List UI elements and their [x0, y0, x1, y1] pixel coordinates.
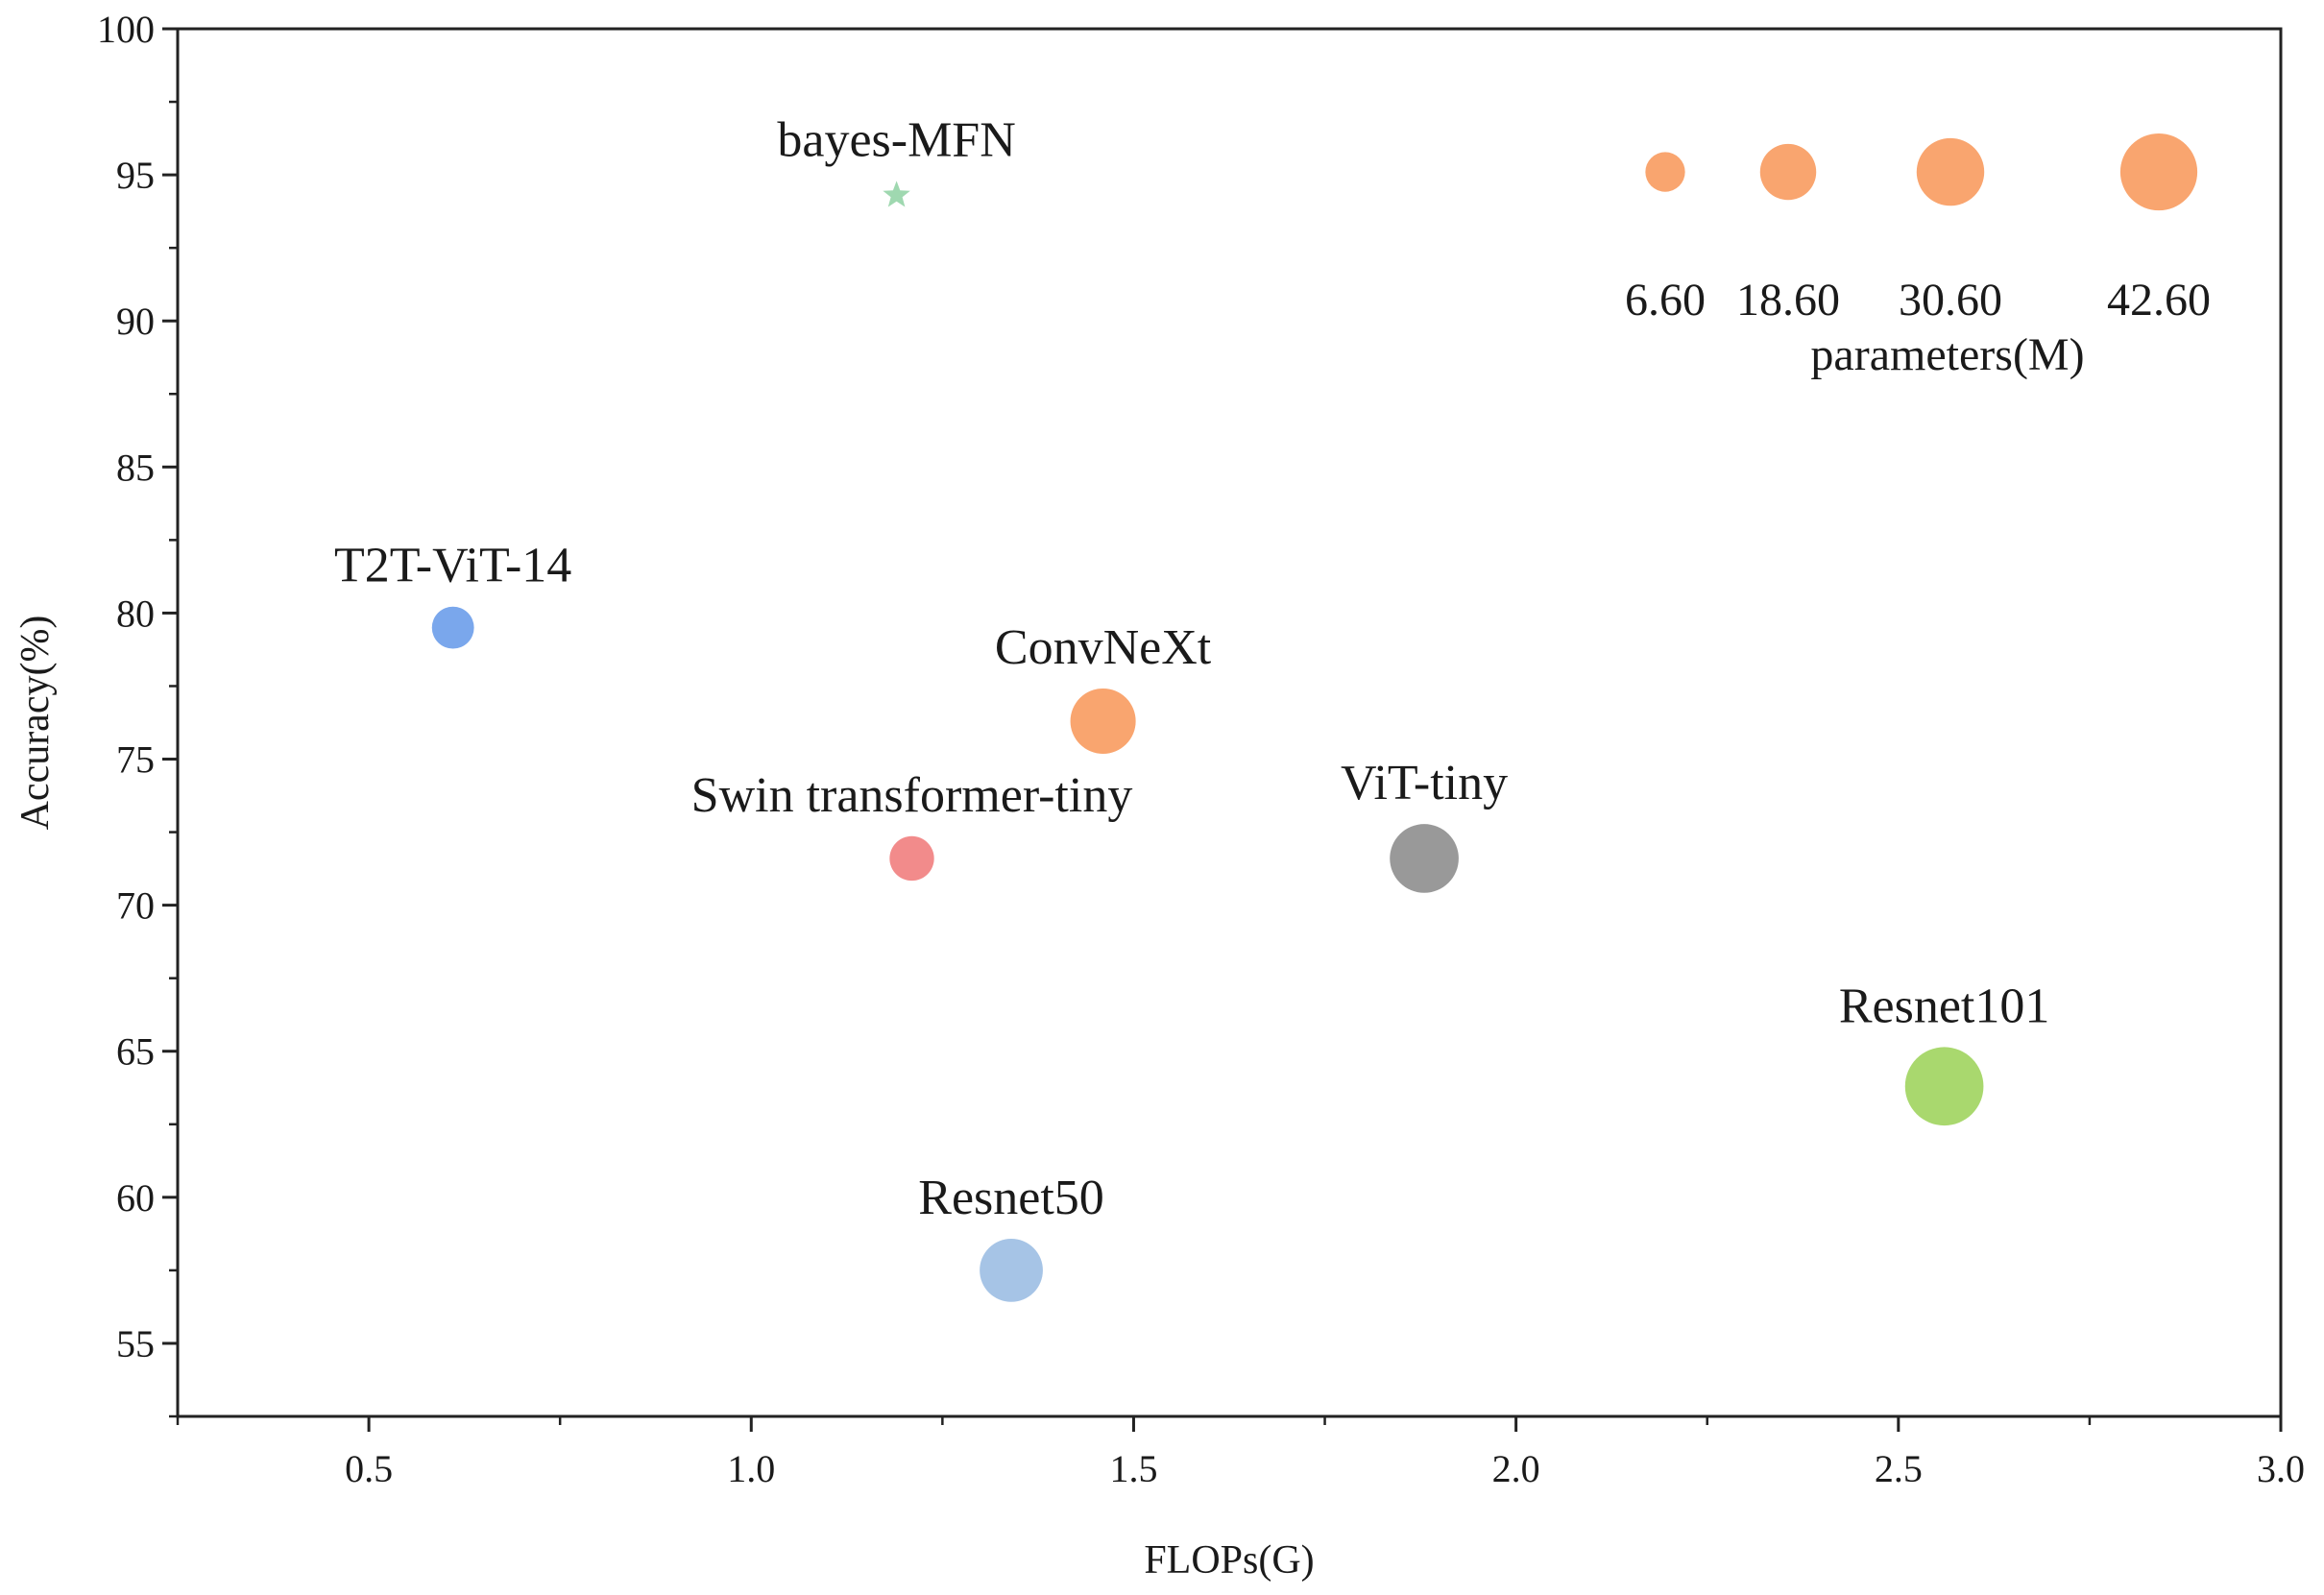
point-3-label: Swin transformer-tiny: [691, 768, 1133, 823]
legend-label-0: 6.60: [1625, 275, 1706, 326]
y-tick-label: 70: [116, 884, 155, 928]
axes: 0.5 1.0 1.5 2.0 2.5 3.0 55 60 65 70 75 80 85 90 95 100 F…: [13, 8, 2305, 1583]
y-tick-label: 65: [116, 1030, 155, 1074]
x-tick-label: 1.0: [727, 1447, 775, 1490]
legend-bubble-2: [1916, 137, 1985, 206]
x-tick-label: 2.5: [1875, 1447, 1923, 1490]
point-4-label: ViT-tiny: [1341, 756, 1508, 810]
point-4-bubble: [1390, 824, 1459, 893]
point-1-label: T2T-ViT-14: [334, 539, 571, 593]
y-axis-title: Accuracy(%): [13, 616, 58, 831]
point-5-bubble: [1904, 1047, 1984, 1126]
legend-title: parameters(M): [1810, 329, 2084, 380]
y-tick-label: 60: [116, 1176, 155, 1220]
y-tick-label: 100: [97, 8, 155, 51]
legend-label-2: 30.60: [1899, 275, 2002, 326]
y-tick-label: 80: [116, 592, 155, 635]
point-2-bubble: [1070, 688, 1136, 755]
point-1-bubble: [431, 606, 474, 649]
point-5-label: Resnet101: [1839, 979, 2050, 1033]
point-0-label: bayes-MFN: [777, 112, 1015, 167]
point-2-label: ConvNeXt: [995, 620, 1212, 675]
x-tick-label: 0.5: [345, 1447, 393, 1490]
point-6-bubble: [980, 1239, 1043, 1302]
point-3-bubble: [889, 835, 934, 882]
x-tick-label: 3.0: [2257, 1447, 2305, 1490]
point-0-star-marker: [883, 181, 910, 207]
legend-bubble-1: [1759, 143, 1817, 201]
point-labels: bayes-MFN T2T-ViT-14 ConvNeXt Swin transfor…: [334, 112, 2049, 1225]
size-legend: 6.60 18.60 30.60 42.60 parameters(M): [1625, 133, 2211, 380]
y-tick-label: 95: [116, 154, 155, 197]
data-points: [431, 181, 1984, 1302]
legend-bubble-0: [1645, 152, 1685, 192]
x-axis-title: FLOPs(G): [1144, 1538, 1314, 1583]
x-tick-label: 1.5: [1109, 1447, 1157, 1490]
legend-label-1: 18.60: [1736, 275, 1840, 326]
x-tick-label: 2.0: [1492, 1447, 1540, 1490]
legend-bubble-3: [2119, 133, 2198, 211]
point-6-label: Resnet50: [918, 1171, 1104, 1225]
legend-label-3: 42.60: [2107, 275, 2211, 326]
plot-frame: [176, 27, 2283, 1418]
y-tick-label: 75: [116, 738, 155, 782]
y-tick-label: 85: [116, 446, 155, 489]
y-tick-label: 90: [116, 300, 155, 343]
y-tick-label: 55: [116, 1322, 155, 1365]
